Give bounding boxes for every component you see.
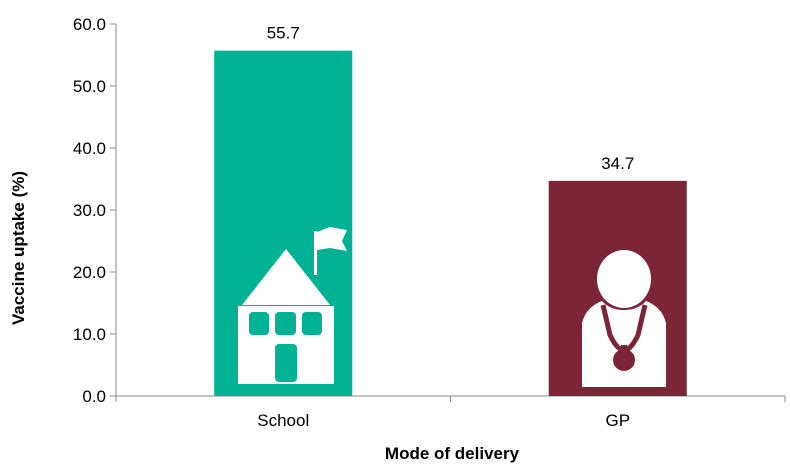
y-tick-label: 40.0 (73, 139, 106, 158)
school-building-icon (238, 227, 347, 384)
x-axis-title: Mode of delivery (385, 444, 520, 463)
data-label: 55.7 (267, 24, 300, 43)
doctor-stethoscope-icon (582, 250, 666, 387)
y-tick-label: 30.0 (73, 201, 106, 220)
x-tick-label: School (257, 411, 309, 430)
y-tick-label: 20.0 (73, 263, 106, 282)
y-tick-label: 10.0 (73, 325, 106, 344)
y-tick-label: 60.0 (73, 15, 106, 34)
y-axis-title: Vaccine uptake (%) (9, 171, 28, 325)
y-tick-label: 50.0 (73, 77, 106, 96)
data-label: 34.7 (601, 154, 634, 173)
y-tick-label: 0.0 (82, 387, 106, 406)
x-tick-label: GP (605, 411, 630, 430)
